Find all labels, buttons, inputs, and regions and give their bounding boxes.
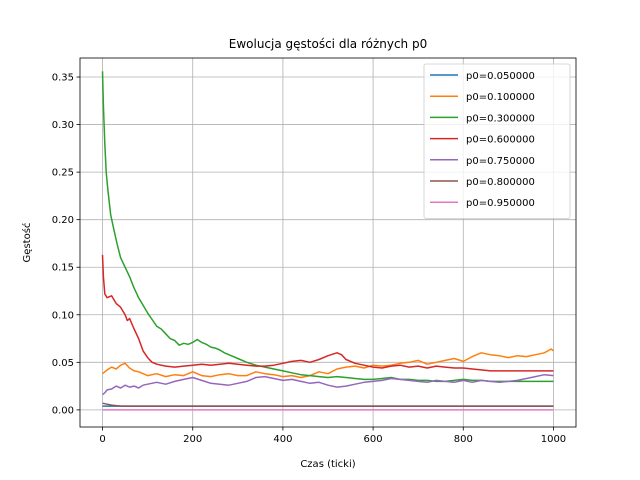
x-axis-label: Czas (ticki) [300,459,355,470]
legend-label: p0=0.300000 [466,113,535,124]
chart-title: Ewolucja gęstości dla różnych p0 [229,37,427,51]
legend-label: p0=0.750000 [466,156,535,167]
series-line [101,254,554,372]
x-axis-ticks: 0 200 400 600 800 1000 [99,427,566,445]
y-tick-label: 0.00 [52,405,74,416]
y-tick-label: 0.05 [52,358,74,369]
x-tick-label: 1000 [541,434,566,445]
series-line [102,348,554,379]
x-tick-label: 600 [364,434,383,445]
y-axis-ticks: 0.00 0.05 0.10 0.15 0.20 0.25 0.30 0.35 [52,73,80,416]
legend-label: p0=0.950000 [466,198,535,209]
y-tick-label: 0.25 [52,168,74,179]
x-tick-label: 800 [454,434,473,445]
legend-label: p0=0.100000 [466,92,535,103]
y-axis-label: Gęstość [21,223,33,263]
y-tick-label: 0.10 [52,310,74,321]
series-line [102,373,554,396]
y-tick-label: 0.15 [52,263,74,274]
y-tick-label: 0.30 [52,120,74,131]
legend-label: p0=0.800000 [466,177,535,188]
y-tick-label: 0.20 [52,215,74,226]
legend-label: p0=0.600000 [466,135,535,146]
legend-label: p0=0.050000 [466,71,535,82]
x-tick-label: 200 [183,434,202,445]
plot-lines [101,71,554,411]
legend-box [423,63,571,219]
x-tick-label: 0 [99,434,105,445]
x-tick-label: 400 [273,434,292,445]
series-line [102,402,554,407]
legend: p0=0.050000 p0=0.100000 p0=0.300000 p0=0.60… [423,63,571,219]
y-tick-label: 0.35 [52,73,74,84]
plot-area-frame [79,57,577,428]
